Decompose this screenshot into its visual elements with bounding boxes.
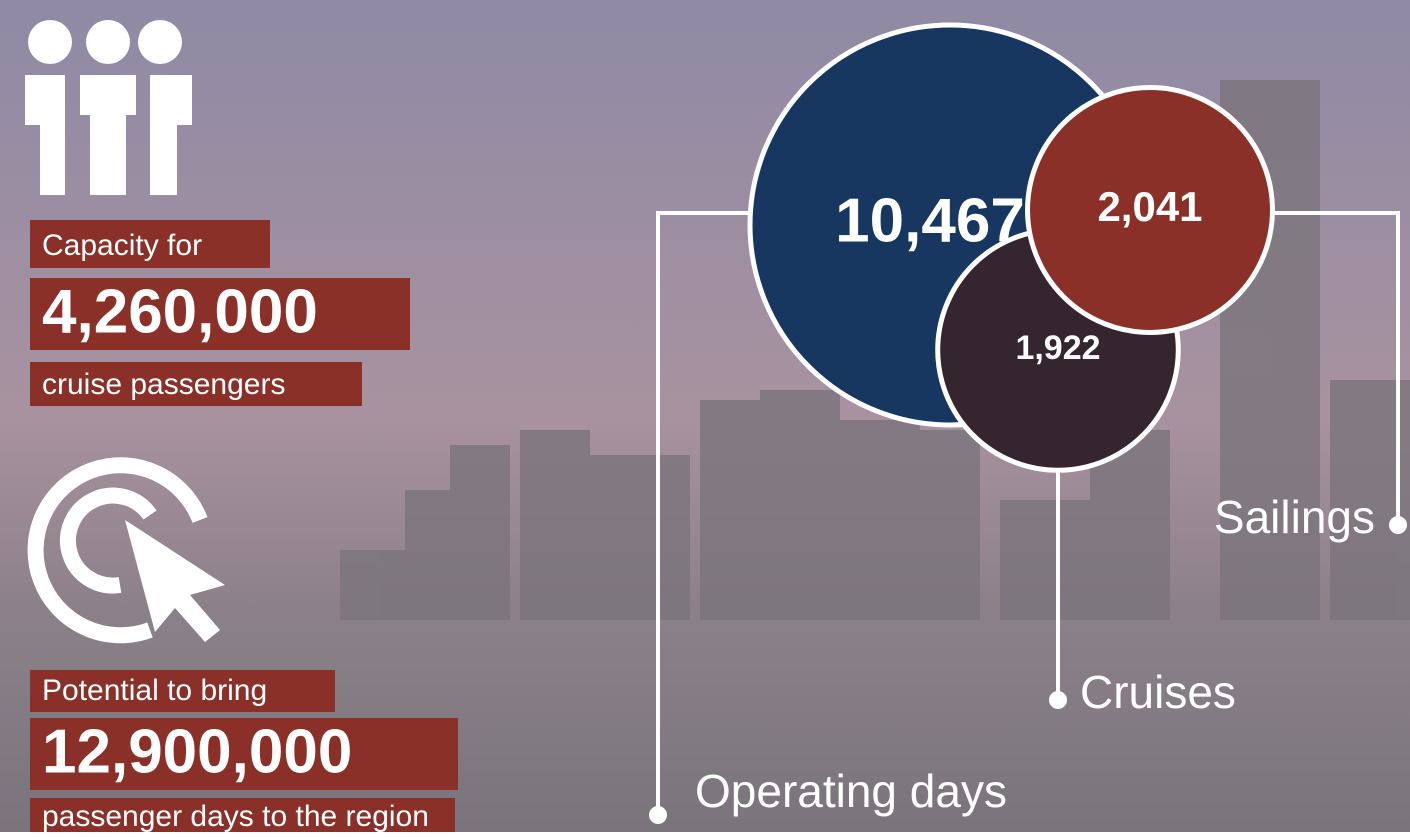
bubble-label: Operating days xyxy=(695,765,1007,817)
bubble-label: Sailings xyxy=(1214,491,1375,543)
potential-value: 12,900,000 xyxy=(42,717,352,786)
capacity-value: 4,260,000 xyxy=(42,277,318,346)
potential-intro: Potential to bring xyxy=(42,674,267,707)
leader-dot xyxy=(1389,516,1407,534)
text-boxes xyxy=(30,220,458,837)
people-icon xyxy=(25,20,192,195)
capacity-unit: cruise passengers xyxy=(42,368,285,401)
bubble-value: 10,467 xyxy=(835,186,1025,255)
leader-dot xyxy=(649,806,667,824)
skyline xyxy=(340,80,1410,620)
bubble-label: Cruises xyxy=(1080,666,1236,718)
leader-dot xyxy=(1049,691,1067,709)
capacity-intro: Capacity for xyxy=(42,229,202,262)
leader-line xyxy=(1272,211,1400,525)
cursor-icon xyxy=(125,520,225,642)
leader-line xyxy=(656,211,760,815)
target-icon xyxy=(27,457,208,644)
potential-unit: passenger days to the region xyxy=(42,800,429,832)
bubble-value: 1,922 xyxy=(1015,329,1100,367)
bubble xyxy=(1025,85,1275,335)
bubble-value: 2,041 xyxy=(1097,183,1202,230)
